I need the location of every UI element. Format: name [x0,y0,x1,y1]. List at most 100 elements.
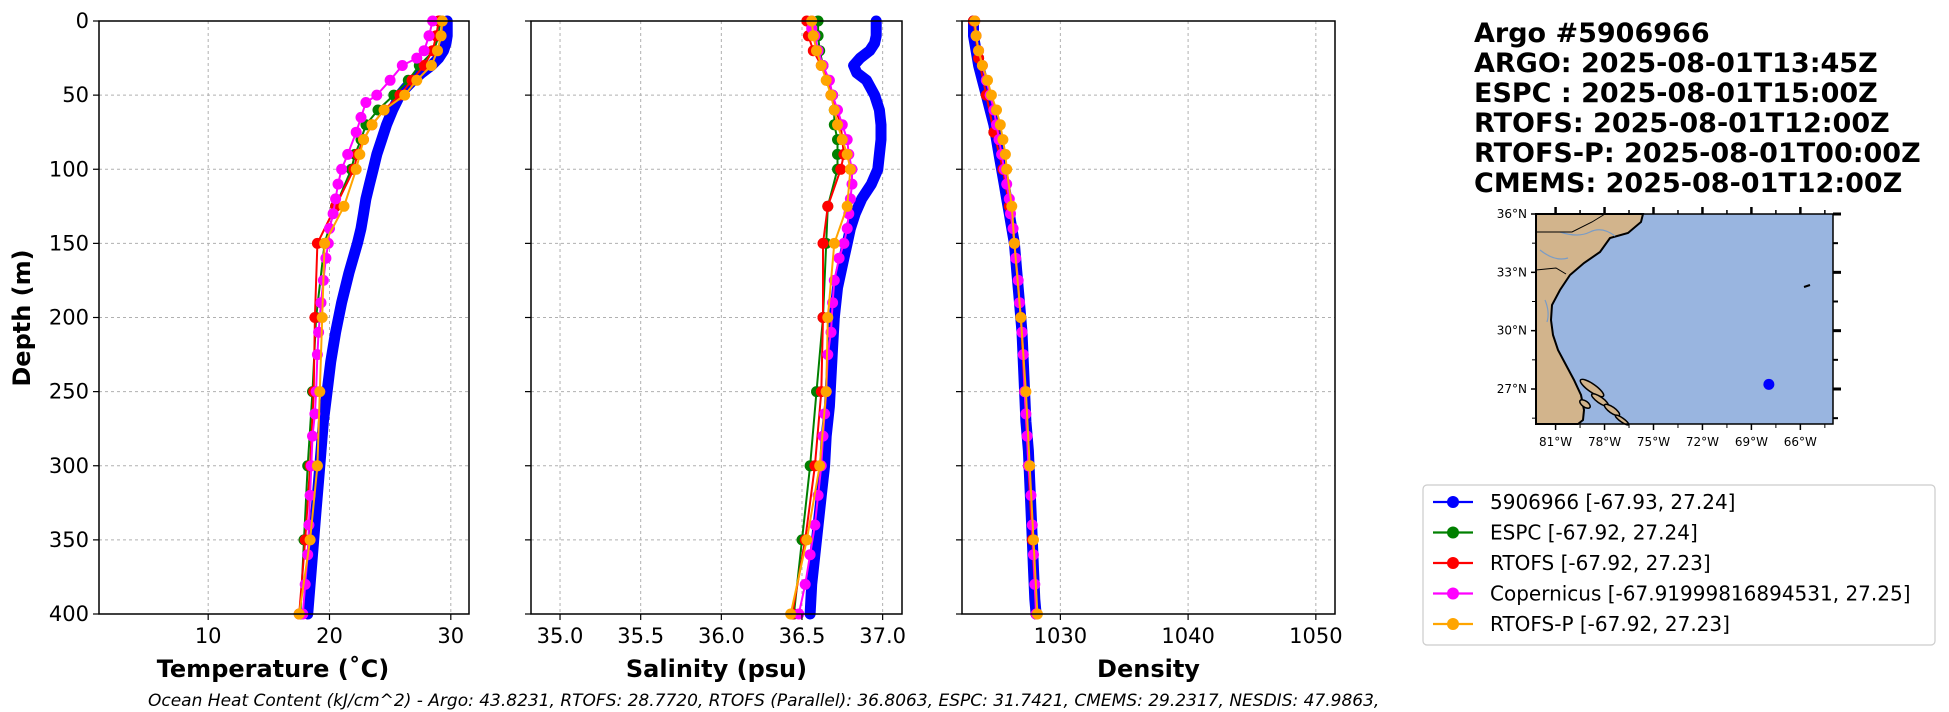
river [1544,299,1549,323]
data-point-copernicus [342,148,354,160]
y-axis-title: Depth (m) [8,249,36,386]
data-point-copernicus [1020,408,1032,420]
data-point-copernicus [833,252,845,264]
data-point-rtofs_p [828,104,840,116]
data-point-rtofs_p [973,45,985,57]
data-point-rtofs_p [844,163,856,175]
data-point-rtofs_p [311,460,323,472]
header-line: RTOFS: 2025-08-01T12:00Z [1474,108,1890,139]
data-point-rtofs_p [1006,200,1018,212]
data-point-copernicus [1001,178,1013,190]
data-point-rtofs_p [411,74,423,86]
data-point-rtofs_p [807,30,819,42]
map-lat-label: 33°N [1497,265,1527,279]
data-point-rtofs_p [425,60,437,71]
data-point-copernicus [804,549,816,561]
data-point-rtofs_p [999,148,1011,160]
island [1603,403,1621,417]
legend-marker [1447,526,1459,539]
data-point-rtofs_p [822,312,834,323]
legend-marker [1447,618,1459,630]
data-point-copernicus [355,111,367,123]
data-point-rtofs_p [801,534,813,546]
float-location-marker [1763,378,1775,390]
data-point-copernicus [396,60,408,71]
map-lat-label: 27°N [1497,382,1527,396]
data-point-rtofs_p [1028,534,1039,546]
y-tick-label: 250 [49,380,89,404]
data-point-rtofs_p [820,386,832,398]
series-line-argo [804,15,887,620]
inset-map: 36°N 33°N 30°N 27°N 81°W 78°W 75°W 72°W 69°W 66°W [1497,207,1841,449]
y-tick-label: 200 [49,306,89,330]
data-point-rtofs [822,200,834,212]
legend-marker [1447,496,1459,508]
data-point-rtofs_p [841,200,853,212]
legend-marker [1447,587,1459,600]
data-point-rtofs_p [1024,460,1036,472]
river [1539,249,1569,260]
data-point-copernicus [324,223,335,234]
legend-label: Copernicus [-67.91999816894531, 27.25] [1490,582,1911,606]
data-point-copernicus [330,193,342,205]
data-point-rtofs_p [366,119,378,131]
data-point-rtofs_p [985,89,997,101]
header-line: ESPC : 2025-08-01T15:00Z [1474,78,1878,109]
data-point-copernicus [307,430,318,442]
data-point-copernicus [327,208,339,220]
x-tick-label: 1050 [1289,624,1342,648]
legend-box [1422,484,1936,646]
data-point-copernicus [1029,578,1041,590]
legend-item-copernicus: Copernicus [-67.91999816894531, 27.25] [1433,582,1911,606]
data-point-rtofs_p [338,200,350,212]
x-axis-title: Salinity (psu) [626,655,807,683]
legend-item-rtofs_p: RTOFS-P [-67.92, 27.23] [1433,612,1730,636]
data-point-rtofs_p [1008,237,1020,249]
panel-density: 1030 1040 1050 Density [956,15,1343,683]
x-tick-label: 30 [437,624,464,648]
y-tick-label: 350 [49,528,89,552]
data-point-rtofs_p [378,104,390,116]
legend-label: ESPC [-67.92, 27.24] [1490,521,1698,545]
x-tick-label: 10 [195,624,222,648]
legend-item-argo: 5906966 [-67.93, 27.24] [1433,490,1735,514]
data-point-rtofs_p [354,148,366,160]
data-point-rtofs_p [316,312,328,323]
y-tick-label: 150 [49,231,89,255]
legend-item-rtofs: RTOFS [-67.92, 27.23] [1433,551,1711,575]
map-lon-label: 75°W [1637,435,1670,449]
data-point-rtofs_p [1001,163,1013,175]
data-point-rtofs_p [994,119,1006,131]
data-point-rtofs_p [976,60,988,71]
header-line: ARGO: 2025-08-01T13:45Z [1474,48,1878,79]
data-point-rtofs_p [970,30,982,42]
data-point-copernicus [350,126,362,138]
data-point-rtofs_p [314,386,326,398]
data-point-copernicus [809,519,821,531]
data-point-rtofs_p [814,460,826,472]
data-point-copernicus [423,30,435,42]
ohc-footer: Ocean Heat Content (kJ/cm^2) - Argo: 43.… [148,691,1379,711]
data-point-rtofs_p [350,163,362,175]
data-point-copernicus [315,297,327,309]
island [1579,399,1591,409]
data-point-copernicus [336,163,348,175]
map-lon-label: 66°W [1784,435,1817,449]
data-point-rtofs_p [836,134,848,146]
header-line: CMEMS: 2025-08-01T12:00Z [1474,168,1902,199]
data-point-copernicus [371,89,383,101]
x-tick-label: 20 [316,624,343,648]
data-point-copernicus [799,578,811,590]
data-point-rtofs_p [358,134,369,146]
panel-temperature: 0 50 100 150 200 250 300 350 400 10 20 30 Temperatur… [49,9,470,683]
data-point-copernicus [299,578,311,590]
y-tick-label: 400 [49,602,89,626]
data-point-rtofs_p [1015,312,1027,323]
data-point-rtofs_p [825,89,837,101]
map-lon-label: 78°W [1588,435,1621,449]
legend-marker [1447,557,1459,569]
state-border [1536,213,1606,233]
x-tick-label: 36.5 [779,624,826,648]
legend-label: RTOFS [-67.92, 27.23] [1490,551,1711,575]
